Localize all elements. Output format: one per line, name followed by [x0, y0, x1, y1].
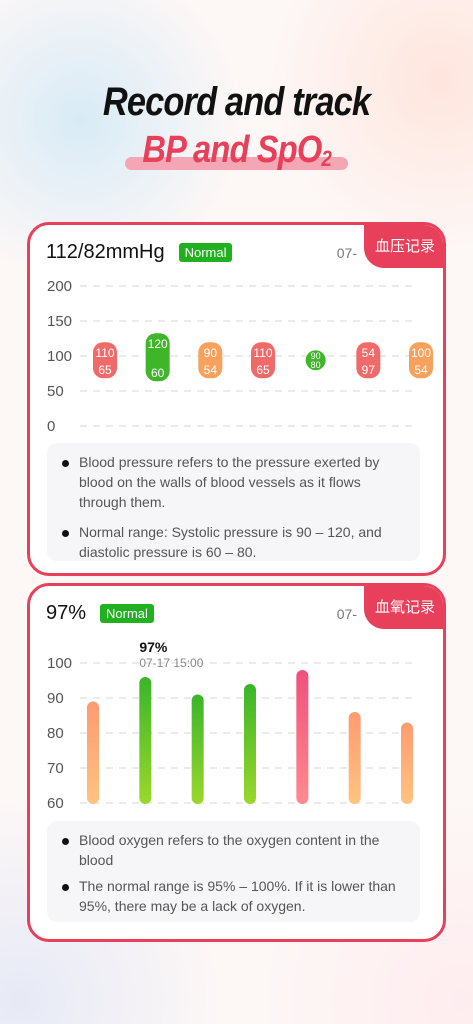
bp-reading-pill	[198, 342, 223, 379]
bp-diastolic-label: 60	[151, 366, 165, 380]
bp-diastolic-label: 54	[204, 363, 218, 377]
bp-diastolic-label: 65	[98, 363, 112, 377]
o2-info-item: Blood oxygen refers to the oxygen conten…	[61, 830, 408, 870]
y-tick-label: 200	[47, 278, 72, 295]
bp-reading-pill	[305, 350, 326, 371]
spo2-bar	[191, 694, 204, 804]
tooltip-time: 07-17 15:00	[139, 656, 203, 670]
blood-oxygen-chart: 100 90 80 70 60 97%07-17 15:00	[47, 639, 416, 812]
bp-diastolic-label: 54	[414, 363, 428, 377]
tooltip-value: 97%	[139, 639, 168, 655]
blood-pressure-card[interactable]: 血压记录 112/82mmHg Normal 07- 200 150 100 50 0 1…	[27, 222, 446, 576]
spo2-bar	[348, 712, 361, 804]
bp-diastolic-label: 80	[311, 360, 321, 370]
y-tick-label: 80	[47, 725, 64, 742]
spo2-bar	[244, 684, 256, 804]
bp-systolic-label: 90	[204, 346, 218, 360]
o2-date: 07-	[336, 606, 357, 622]
y-tick-label: 90	[47, 690, 64, 707]
y-tick-label: 0	[47, 418, 55, 435]
bp-systolic-label: 54	[362, 346, 376, 360]
bp-reading-pill	[409, 342, 433, 379]
bp-info-item: Normal range: Systolic pressure is 90 – …	[61, 522, 408, 562]
o2-status-badge: Normal	[100, 604, 154, 623]
y-tick-label: 60	[47, 795, 64, 812]
o2-value: 97%	[46, 602, 87, 624]
bp-systolic-label: 90	[311, 351, 321, 361]
bp-diastolic-label: 97	[362, 363, 376, 377]
spo2-bar	[401, 722, 413, 804]
o2-info-item: The normal range is 95% – 100%. If it is…	[61, 876, 408, 916]
bp-info-box: Blood pressure refers to the pressure ex…	[47, 443, 420, 561]
spo2-bar	[87, 701, 99, 804]
bp-systolic-label: 120	[148, 337, 168, 351]
hero-title-line1: Record and track	[102, 80, 371, 124]
hero-heading: Record and track BP and SpO2	[0, 80, 473, 172]
hero-title-line2-sub: 2	[321, 146, 332, 171]
bp-status-badge: Normal	[178, 243, 233, 262]
bp-date: 07-	[336, 245, 357, 261]
o2-header: 97% Normal	[46, 602, 154, 625]
o2-info-box: Blood oxygen refers to the oxygen conten…	[47, 821, 420, 922]
spo2-bar	[296, 670, 309, 804]
bp-diastolic-label: 65	[256, 363, 270, 377]
bp-header: 112/82mmHg Normal	[46, 241, 233, 264]
hero-underline	[124, 157, 349, 170]
bp-info-item: Blood pressure refers to the pressure ex…	[61, 452, 408, 512]
bp-reading-pill	[93, 342, 117, 379]
o2-record-tag[interactable]: 血氧记录	[364, 586, 443, 629]
bp-systolic-label: 110	[95, 346, 114, 360]
bp-value: 112/82mmHg	[46, 241, 165, 263]
bp-systolic-label: 100	[411, 346, 431, 360]
y-tick-label: 70	[47, 760, 64, 777]
hero-title-line2-text: BP and SpO	[142, 129, 322, 171]
bp-record-tag[interactable]: 血压记录	[364, 225, 443, 268]
bp-reading-pill	[251, 342, 275, 379]
blood-pressure-chart: 2001501005001106512060905411065908054971…	[47, 278, 433, 435]
y-tick-label: 150	[47, 313, 72, 330]
y-tick-label: 100	[47, 348, 72, 365]
blood-oxygen-card[interactable]: 血氧记录 97% Normal 07- 100 90 80 70 60 97% 07-17 …	[27, 583, 446, 942]
bp-reading-pill	[356, 342, 381, 379]
hero-title-line2: BP and SpO2	[124, 129, 349, 172]
y-tick-label: 100	[47, 655, 72, 672]
y-tick-label: 50	[47, 383, 64, 400]
spo2-bar	[139, 677, 152, 804]
bp-reading-pill	[145, 333, 170, 382]
bp-systolic-label: 110	[253, 346, 272, 360]
